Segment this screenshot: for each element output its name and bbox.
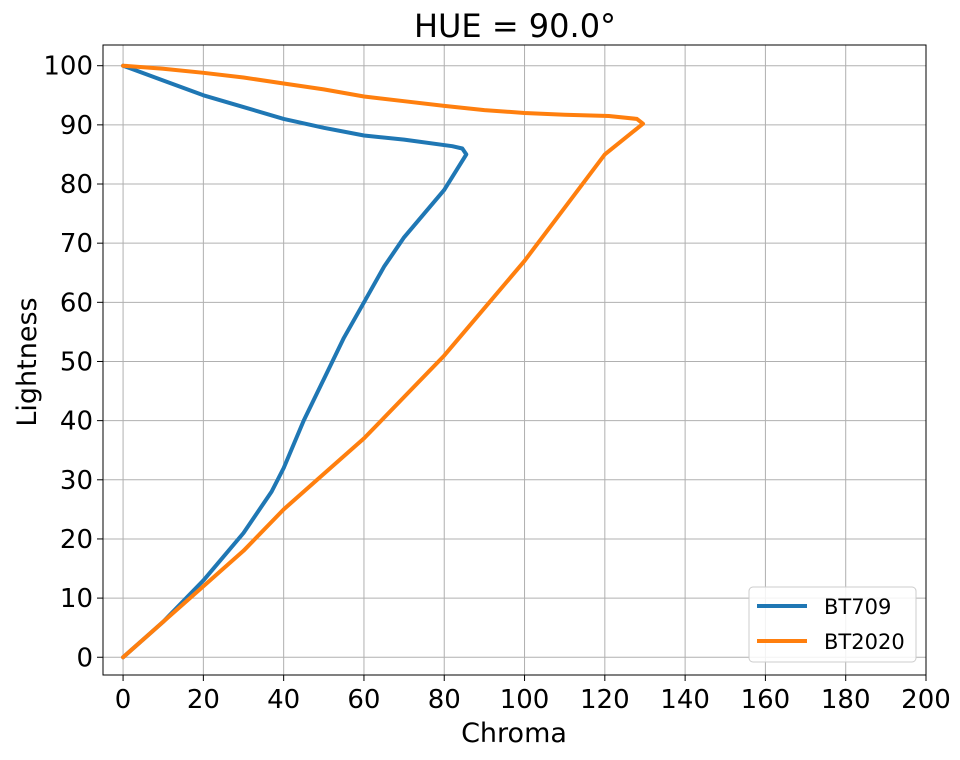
x-tick-label: 180 [821, 685, 871, 715]
x-axis-label: Chroma [461, 718, 567, 749]
grid [103, 45, 927, 675]
y-axis-label: Lightness [12, 297, 43, 426]
x-tick-label: 20 [187, 685, 220, 715]
x-axis-ticks: 0 20 40 60 80 100 120 140 160 180 200 [115, 675, 951, 715]
legend-label-bt2020: BT2020 [824, 630, 905, 654]
y-tick-label: 60 [60, 288, 93, 318]
plot-frame [102, 44, 927, 676]
series-lines [121, 63, 645, 660]
y-tick-label: 20 [60, 525, 93, 555]
x-tick-label: 140 [660, 685, 710, 715]
legend-label-bt709: BT709 [824, 595, 891, 619]
y-axis-ticks: 0 10 20 30 40 50 60 70 80 90 100 [43, 52, 103, 673]
y-tick-label: 90 [60, 111, 93, 141]
series-line-bt709 [121, 63, 469, 660]
chart-title: HUE = 90.0° [414, 7, 616, 45]
y-tick-label: 70 [60, 229, 93, 259]
x-tick-label: 0 [115, 685, 132, 715]
y-tick-label: 80 [60, 170, 93, 200]
x-tick-label: 100 [500, 685, 550, 715]
series-line-bt2020 [121, 63, 645, 660]
y-tick-label: 10 [60, 584, 93, 614]
legend: BT709 BT2020 [748, 586, 917, 663]
x-tick-label: 60 [347, 685, 380, 715]
y-tick-label: 100 [43, 52, 93, 82]
y-tick-label: 0 [76, 643, 93, 673]
y-tick-label: 40 [60, 407, 93, 437]
y-tick-label: 30 [60, 466, 93, 496]
x-tick-label: 80 [428, 685, 461, 715]
x-tick-label: 160 [741, 685, 791, 715]
x-tick-label: 200 [901, 685, 951, 715]
y-tick-label: 50 [60, 347, 93, 377]
x-tick-label: 40 [267, 685, 300, 715]
x-tick-label: 120 [580, 685, 630, 715]
